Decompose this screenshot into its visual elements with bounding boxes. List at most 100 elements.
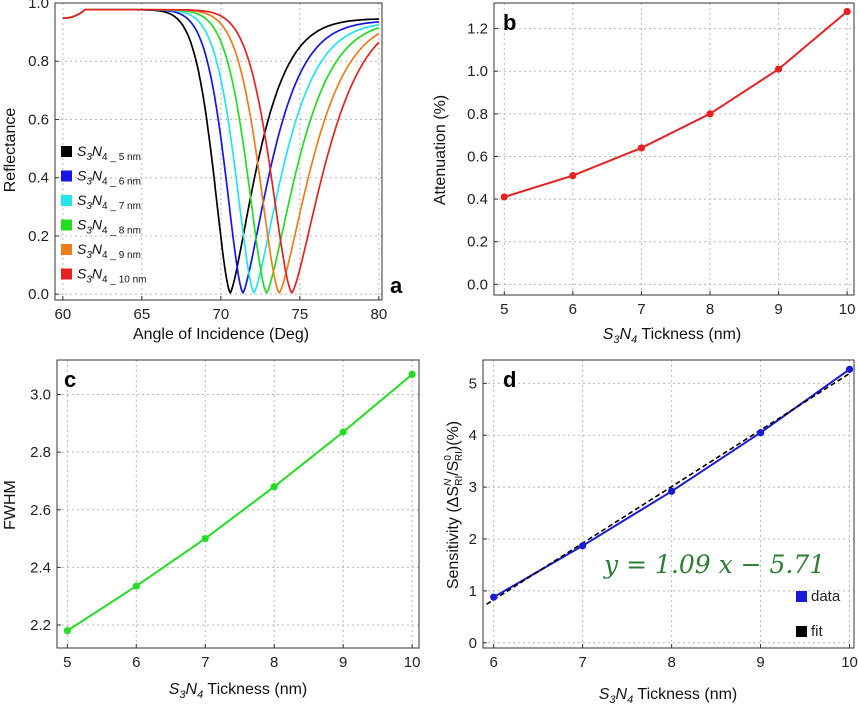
pa-x-tick-label: 70: [213, 306, 230, 323]
pd-y-tick-label: 0: [469, 635, 477, 652]
legend-label-S3N4_10nm: S3N4 _ 10 nm: [77, 266, 147, 286]
panel-c-label: c: [64, 367, 76, 392]
panel-a-x-axis-label: Angle of Incidence (Deg): [133, 326, 309, 343]
legend-swatch-S3N4_7nm: [61, 195, 72, 206]
panel-c-xlabel-s: S: [169, 681, 180, 698]
panel-a-y-axis-label: Reflectance: [2, 108, 19, 193]
pa-x-tick-label: 80: [370, 306, 387, 323]
panel-d-ylabel-mid: /S: [445, 461, 462, 476]
pc-x-tick-label: 7: [201, 654, 209, 671]
pc-y-tick-label: 3.0: [30, 387, 51, 404]
pc-x-tick-label: 6: [132, 654, 140, 671]
legend-data-label: data: [811, 588, 841, 605]
panel-c-frame: [56, 359, 420, 649]
pc-y-tick-label: 2.6: [30, 502, 51, 519]
pd-x-tick-label: 10: [841, 654, 858, 671]
pd-data-point: [668, 487, 676, 495]
pc-data-point: [63, 627, 71, 635]
pc-x-tick-label: 10: [404, 654, 421, 671]
pb-x-tick-label: 5: [500, 301, 508, 318]
pb-data-point: [569, 172, 577, 180]
panel-d-y-ticks: 0 1 2 3 4 5: [469, 375, 487, 652]
panel-b-xlabel-sub1: 3: [613, 334, 620, 346]
pb-data-point: [500, 193, 508, 201]
pa-y-tick-label: 1.0: [28, 0, 49, 12]
panel-d-x-ticks: 6 7 8 9 10: [490, 644, 858, 671]
panel-a-curves: [62, 8, 380, 295]
panel-d-ylabel-sub2: RI: [454, 451, 465, 461]
legend-label-S3N4_7nm: S3N4 _ 7 nm: [77, 192, 141, 212]
panel-d-label: d: [503, 367, 516, 392]
legend-label-S3N4_9nm: S3N4 _ 9 nm: [77, 241, 141, 261]
panel-b-series-line: [504, 10, 848, 198]
panel-b-xlabel-sub2: 4: [631, 334, 637, 346]
pd-x-tick-label: 7: [578, 654, 586, 671]
legend-fit-label: fit: [811, 623, 824, 640]
panel-c-y-ticks: 2.2 2.4 2.6 2.8 3.0: [30, 387, 61, 634]
pc-y-tick-label: 2.2: [30, 617, 51, 634]
panel-d-gridlines: [483, 360, 854, 648]
panel-c-fwhm-chart: 5 6 7 8 9 10 2.2 2.4 2.6 2.8 3.0 c S3N4 Tickness …: [2, 359, 420, 701]
panel-b-xlabel-s: S: [603, 326, 614, 343]
panel-c-gridlines: [57, 360, 419, 648]
pd-y-tick-label: 3: [469, 479, 477, 496]
pa-y-tick-label: 0.4: [28, 170, 49, 187]
pd-y-tick-label: 4: [469, 427, 477, 444]
pd-y-tick-label: 1: [469, 583, 477, 600]
panel-b-x-ticks: 5 6 7 8 9 10: [500, 291, 855, 318]
legend-swatch-S3N4_5nm: [61, 146, 72, 157]
panel-c-xlabel-n: N: [186, 681, 198, 698]
panel-d-ylabel-sup1: N: [443, 478, 454, 486]
legend-swatch-S3N4_9nm: [61, 244, 72, 255]
panel-b-gridlines: [494, 3, 854, 295]
pb-x-tick-label: 8: [706, 301, 714, 318]
panel-c-xlabel-sub1: 3: [179, 689, 186, 701]
panel-d-fit-equation: y = 1.09 x − 5.71: [603, 550, 825, 579]
pd-data-point: [756, 429, 765, 437]
panel-c-x-axis-label: S3N4 Tickness (nm): [169, 681, 308, 701]
pb-y-tick-label: 1.0: [467, 63, 488, 80]
legend-label-S3N4_6nm: S3N4 _ 6 nm: [77, 168, 141, 188]
pa-x-tick-label: 65: [134, 306, 151, 323]
panel-b-x-axis-label: S3N4 Tickness (nm): [603, 326, 742, 346]
panel-d-ylabel-main: Sensitivity (ΔS: [445, 486, 462, 589]
panel-a-label: a: [390, 273, 403, 298]
pd-data-point: [845, 365, 854, 373]
legend-swatch-S3N4_6nm: [61, 170, 72, 182]
pa-y-tick-label: 0.8: [28, 53, 49, 70]
panel-d-y-axis-label: Sensitivity (ΔSNRI/S0RI)(%): [443, 421, 465, 589]
pa-y-tick-label: 0.2: [28, 228, 49, 245]
panel-d-legend: data fit: [796, 588, 841, 640]
panel-a-x-ticks: 60 65 70 75 80: [55, 296, 387, 323]
pd-x-tick-label: 9: [756, 654, 764, 671]
pc-y-tick-label: 2.4: [30, 559, 51, 576]
pd-y-tick-label: 5: [469, 375, 477, 392]
panel-c-y-axis-label: FWHM: [2, 480, 19, 530]
panel-a-reflectance-chart: 60 65 70 75 80 0.0 0.2 0.4 0.6 0.8 1.0 S3N4 _ 5 n…: [2, 0, 403, 343]
panel-b-xlabel-rest: Tickness (nm): [637, 326, 741, 343]
panel-b-points: [500, 7, 851, 201]
pa-y-tick-label: 0.0: [28, 286, 49, 303]
panel-c-xlabel-sub2: 4: [197, 689, 203, 701]
pa-x-tick-label: 60: [55, 306, 72, 323]
panel-c-x-ticks: 5 6 7 8 9 10: [63, 644, 420, 671]
pb-y-tick-label: 0.4: [467, 191, 488, 208]
pb-data-point: [774, 65, 783, 73]
panel-a-frame: [54, 2, 383, 301]
panel-d-ylabel-sup2: 0: [443, 455, 454, 461]
pb-y-tick-label: 0.6: [467, 148, 488, 165]
panel-b-frame: [493, 2, 855, 296]
pd-y-tick-label: 2: [469, 531, 477, 548]
panel-d-xlabel-n: N: [616, 686, 628, 703]
pc-data-point: [201, 534, 209, 543]
panel-a-y-ticks: 0.0 0.2 0.4 0.6 0.8 1.0: [28, 0, 59, 303]
pd-data-point: [490, 593, 498, 601]
pd-data-point: [579, 542, 587, 550]
pb-data-point: [706, 110, 714, 118]
pb-data-point: [637, 144, 646, 152]
panel-d-points: [490, 365, 854, 601]
pb-x-tick-label: 9: [774, 301, 782, 318]
pc-x-tick-label: 9: [339, 654, 347, 671]
